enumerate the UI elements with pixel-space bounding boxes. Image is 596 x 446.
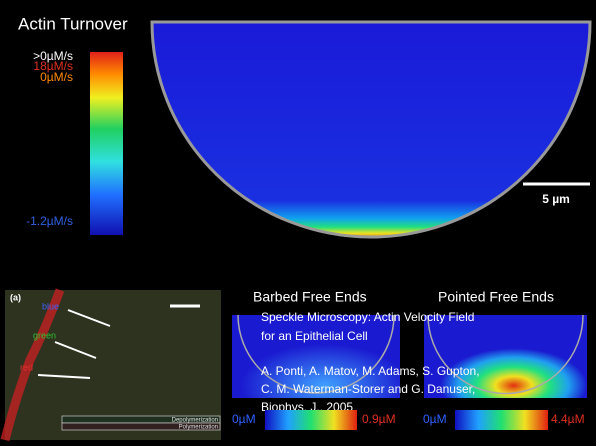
legend-label: Depolymerization [172,418,218,424]
citation-title: for an Epithelial Cell [261,329,368,343]
slide: Actin Turnover >0µM/s 18µM/s 0µM/s -1.2µ… [0,0,596,446]
range-max: 4.4µM [551,412,585,426]
range-min: 0µM [232,412,256,426]
colorbar [90,52,123,235]
range-max: 0.9µM [362,412,396,426]
range-min: 0µM [423,412,447,426]
citation-authors: C. M. Waterman-Storer and G. Danuser, [261,382,475,396]
panel-title: Pointed Free Ends [438,289,554,305]
legend-label: Polymerization [179,425,218,431]
scale-label: 5 µm [542,192,570,206]
citation-title: Speckle Microscopy: Actin Velocity Field [261,310,474,324]
panel-title: Barbed Free Ends [253,289,367,305]
region-label: red [20,362,33,372]
panel-colorbar [265,410,357,430]
title: Actin Turnover [18,14,128,33]
colorbar-label: 0µM/s [40,70,73,84]
panel-label: (a) [10,292,21,302]
colorbar-label: -1.2µM/s [26,214,73,228]
region-label: blue [42,301,59,311]
region-label: green [33,330,56,340]
citation-authors: A. Ponti, A. Matov, M. Adams, S. Gupton, [261,364,480,378]
panel-colorbar [455,410,548,430]
cell-map [152,22,590,237]
